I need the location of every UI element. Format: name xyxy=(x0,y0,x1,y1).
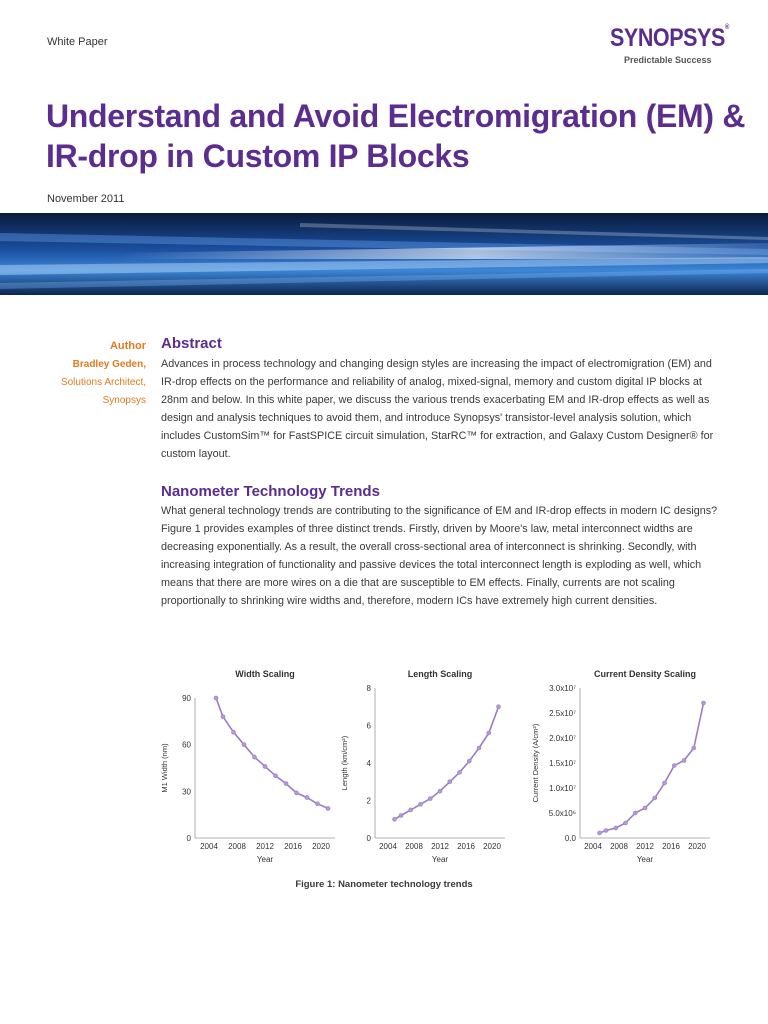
chart-2-ytick-label: 6 xyxy=(367,722,372,731)
chart-3-data-point xyxy=(603,828,609,833)
logo-tagline: Predictable Success xyxy=(624,55,712,65)
chart-1-data-point xyxy=(262,764,268,769)
chart-3-ytick-label: 1.5x10⁷ xyxy=(549,759,576,768)
chart-2-data-point xyxy=(437,788,443,794)
figure-caption: Figure 1: Nanometer technology trends xyxy=(295,879,473,890)
chart-2-data-point xyxy=(408,807,414,813)
chart-2-xtick-label: 2012 xyxy=(431,842,449,851)
chart-3-xtick-label: 2004 xyxy=(584,842,602,851)
chart-1-data-point xyxy=(220,714,226,719)
chart-2-data-point xyxy=(486,730,492,736)
chart-1-ytick-label: 60 xyxy=(182,741,191,750)
chart-3-data-point xyxy=(691,745,697,751)
chart-3-ytick-label: 2.5x10⁷ xyxy=(549,709,576,718)
author-name: Bradley Geden, xyxy=(72,359,146,370)
chart-1-data-point xyxy=(315,801,320,807)
chart-2-xtick-label: 2008 xyxy=(405,842,423,851)
chart-3-data-point xyxy=(652,795,658,801)
chart-3-x-axis-label: Year xyxy=(637,855,654,864)
chart-2-xtick-label: 2020 xyxy=(483,842,501,851)
chart-2-x-axis-label: Year xyxy=(432,855,449,864)
chart-1-series-line xyxy=(215,697,329,810)
chart-1-data-point xyxy=(304,795,310,800)
chart-1-data-point xyxy=(283,781,289,786)
logo-wordmark: SYNOPSYS xyxy=(610,24,725,52)
chart-2-data-point xyxy=(418,801,423,807)
chart-1-xtick-label: 2008 xyxy=(228,842,246,851)
chart-1-ytick-label: 90 xyxy=(182,694,191,703)
chart-3-xtick-label: 2016 xyxy=(662,842,680,851)
chart-1-xtick-label: 2020 xyxy=(312,842,330,851)
trends-heading: Nanometer Technology Trends xyxy=(161,483,380,500)
chart-3-ytick-label: 5.0x10⁶ xyxy=(549,809,576,818)
chart-2-data-point xyxy=(466,758,472,764)
chart-1-y-axis-label: M1 Width (nm) xyxy=(160,743,169,793)
chart-2-data-point xyxy=(457,770,462,775)
chart-2-ytick-label: 0 xyxy=(367,834,372,843)
chart-3-data-point xyxy=(632,810,638,816)
chart-2-data-point xyxy=(398,813,404,818)
chart-3-xtick-label: 2008 xyxy=(610,842,628,851)
header-banner-image xyxy=(0,213,768,295)
chart-3-xtick-label: 2020 xyxy=(688,842,706,851)
chart-3-data-point xyxy=(681,758,687,763)
author-organization: Synopsys xyxy=(102,395,146,406)
chart-2-data-point xyxy=(427,796,433,801)
chart-2-series-line xyxy=(394,706,500,820)
chart-3-series-line xyxy=(599,702,705,834)
chart-3-data-point xyxy=(671,763,677,768)
chart-1-xtick-label: 2016 xyxy=(284,842,302,851)
chart-2-title: Length Scaling xyxy=(408,669,473,679)
chart-2-ytick-label: 2 xyxy=(367,797,372,806)
chart-3-ytick-label: 1.0x10⁷ xyxy=(549,784,576,793)
chart-3-data-point xyxy=(613,825,619,831)
chart-1-x-axis-label: Year xyxy=(257,855,274,864)
publication-date: November 2011 xyxy=(47,193,125,205)
chart-1-data-point xyxy=(213,695,219,701)
chart-2-ytick-label: 4 xyxy=(367,759,372,768)
synopsys-logo: SYNOPSYS® Predictable Success xyxy=(610,24,730,65)
paper-title: Understand and Avoid Electromigration (E… xyxy=(46,98,746,174)
chart-1-ytick-label: 30 xyxy=(182,787,191,796)
chart-3-data-point xyxy=(623,820,628,826)
abstract-paragraph: Advances in process technology and chang… xyxy=(161,358,714,460)
chart-2-y-axis-label: Length (km/cm²) xyxy=(340,735,349,790)
document-type-label: White Paper xyxy=(47,36,108,48)
chart-2-ytick-label: 8 xyxy=(367,684,372,693)
chart-2-data-point xyxy=(392,816,397,822)
chart-1-data-point xyxy=(294,790,299,796)
chart-2-xtick-label: 2016 xyxy=(457,842,475,851)
chart-2-xtick-label: 2004 xyxy=(379,842,397,851)
chart-1-xtick-label: 2004 xyxy=(200,842,218,851)
chart-1-data-point xyxy=(252,754,257,760)
chart-1-data-point xyxy=(325,806,331,811)
chart-1-data-point xyxy=(241,742,247,747)
chart-2-data-point xyxy=(496,704,501,710)
chart-1-ytick-label: 0 xyxy=(187,834,192,843)
chart-2-data-point xyxy=(476,745,482,751)
chart-1-xtick-label: 2012 xyxy=(256,842,274,851)
chart-3-ytick-label: 0.0 xyxy=(565,834,577,843)
chart-1-title: Width Scaling xyxy=(235,669,294,679)
chart-3-data-point xyxy=(662,780,667,786)
chart-3-xtick-label: 2012 xyxy=(636,842,654,851)
author-role: Solutions Architect, xyxy=(60,377,146,388)
chart-3-ytick-label: 3.0x10⁷ xyxy=(549,684,576,693)
chart-1-data-point xyxy=(273,773,278,779)
chart-1-data-point xyxy=(231,729,236,735)
chart-2-data-point xyxy=(447,779,453,785)
chart-3-data-point xyxy=(642,805,648,811)
chart-3-title: Current Density Scaling xyxy=(594,669,696,679)
chart-3-data-point xyxy=(597,830,602,836)
chart-3-data-point xyxy=(701,700,706,706)
chart-3-y-axis-label: Current Density (A/cm²) xyxy=(531,723,540,802)
chart-3-ytick-label: 2.0x10⁷ xyxy=(549,734,576,743)
abstract-heading: Abstract xyxy=(161,335,222,352)
author-label: Author xyxy=(109,340,146,352)
registered-mark: ® xyxy=(724,24,729,31)
trends-paragraph: What general technology trends are contr… xyxy=(161,505,718,607)
